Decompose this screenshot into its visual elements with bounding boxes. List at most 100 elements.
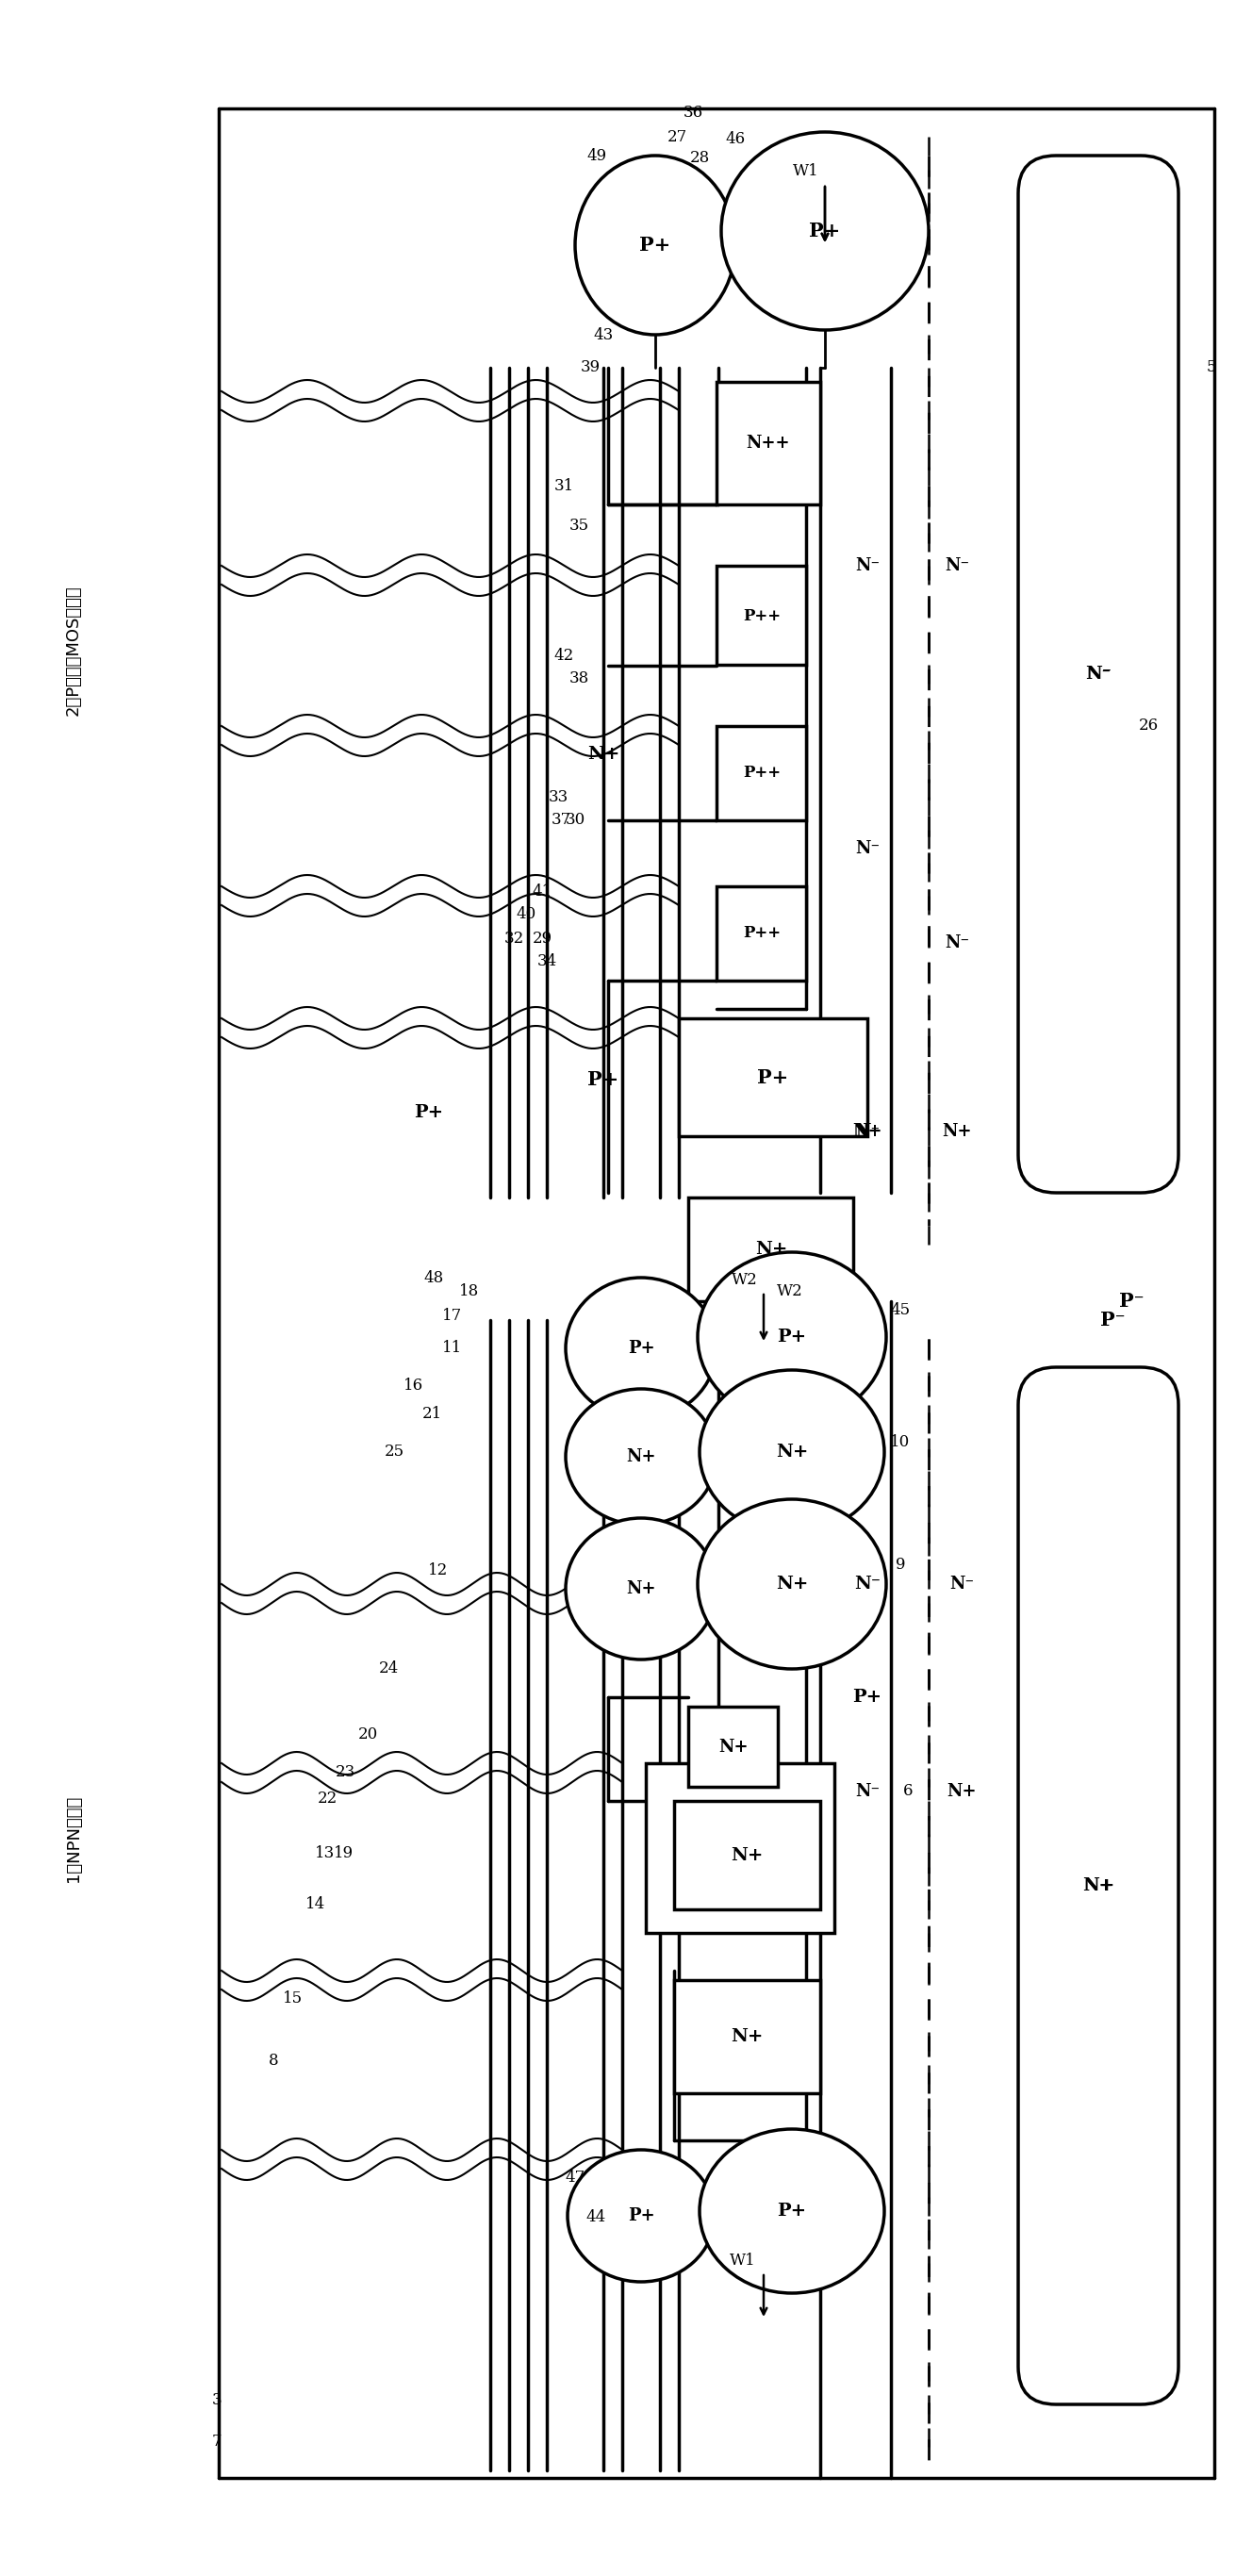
Ellipse shape: [697, 1252, 886, 1422]
Text: N⁻: N⁻: [1085, 665, 1112, 683]
Text: P++: P++: [742, 765, 781, 781]
Ellipse shape: [567, 2151, 715, 2282]
Text: 32: 32: [503, 930, 523, 945]
Text: 27: 27: [667, 129, 687, 144]
Text: N⁻: N⁻: [855, 556, 880, 574]
Text: N⁻: N⁻: [854, 1577, 880, 1592]
Text: 37: 37: [551, 811, 571, 829]
Text: N⁻: N⁻: [944, 556, 969, 574]
Text: P⁻: P⁻: [1101, 1311, 1126, 1329]
Text: 5: 5: [1207, 361, 1217, 376]
Text: N+: N+: [626, 1448, 656, 1466]
Text: 6: 6: [903, 1783, 913, 1801]
Text: P++: P++: [742, 608, 781, 623]
Text: N+: N+: [1083, 1878, 1113, 1893]
Bar: [679, 1018, 868, 1136]
Text: 26: 26: [1138, 719, 1158, 734]
Text: 28: 28: [690, 149, 710, 167]
Text: 36: 36: [684, 106, 702, 121]
Text: N⁻: N⁻: [855, 1123, 880, 1141]
Text: N⁻: N⁻: [949, 1577, 974, 1592]
Text: N+: N+: [947, 1783, 977, 1801]
Ellipse shape: [700, 2130, 884, 2293]
Text: 23: 23: [336, 1765, 356, 1780]
Bar: [716, 726, 806, 819]
Text: 11: 11: [442, 1340, 462, 1358]
Text: 45: 45: [890, 1303, 910, 1319]
Text: P+: P+: [627, 1340, 655, 1358]
Ellipse shape: [697, 1499, 886, 1669]
Text: W2: W2: [731, 1273, 757, 1288]
Bar: [674, 1801, 820, 1909]
Text: 8: 8: [268, 2053, 278, 2069]
Bar: [716, 567, 806, 665]
Text: 49: 49: [587, 147, 607, 165]
Text: P+: P+: [853, 1690, 881, 1705]
Text: 22: 22: [317, 1790, 337, 1808]
Text: 3: 3: [212, 2391, 222, 2409]
Text: N⁻: N⁻: [855, 1783, 880, 1801]
Text: 25: 25: [384, 1445, 404, 1461]
Text: N+: N+: [942, 1123, 972, 1141]
FancyBboxPatch shape: [1018, 155, 1178, 1193]
Text: N+: N+: [853, 1123, 883, 1141]
Text: P+: P+: [414, 1105, 443, 1121]
Text: 7: 7: [212, 2434, 222, 2450]
Bar: [689, 1198, 853, 1301]
Text: 38: 38: [568, 670, 588, 688]
Text: 44: 44: [586, 2210, 606, 2226]
Text: N+: N+: [755, 1242, 788, 1257]
Text: N+: N+: [776, 1443, 808, 1461]
Text: P+: P+: [757, 1069, 789, 1087]
Text: P+: P+: [587, 1069, 618, 1090]
Text: 14: 14: [305, 1896, 326, 1911]
Text: N⁻: N⁻: [944, 935, 969, 951]
Text: N+: N+: [1082, 1878, 1114, 1893]
Bar: [716, 381, 820, 505]
Bar: [689, 1708, 777, 1788]
Bar: [716, 886, 806, 981]
Text: N+: N+: [730, 1847, 762, 1865]
Text: N⁻: N⁻: [1085, 665, 1111, 683]
FancyBboxPatch shape: [1018, 1368, 1178, 2403]
Text: 30: 30: [565, 811, 585, 829]
Text: N+: N+: [776, 1577, 808, 1592]
Ellipse shape: [566, 1278, 716, 1419]
Text: W1: W1: [730, 2254, 756, 2269]
Text: N⁻: N⁻: [855, 840, 880, 858]
Ellipse shape: [566, 1517, 716, 1659]
Text: 43: 43: [593, 327, 613, 343]
Text: 21: 21: [422, 1406, 442, 1422]
Text: P+: P+: [777, 2202, 806, 2221]
Text: 18: 18: [459, 1283, 480, 1301]
Bar: [674, 1981, 820, 2094]
Text: 16: 16: [403, 1378, 423, 1394]
Text: 1：NPN晶体管: 1：NPN晶体管: [65, 1795, 83, 1883]
Text: P++: P++: [742, 925, 781, 940]
Text: 2：P沟道型MOS晶体管: 2：P沟道型MOS晶体管: [65, 585, 83, 716]
Text: 24: 24: [378, 1662, 398, 1677]
Text: 9: 9: [895, 1558, 905, 1574]
Text: 41: 41: [532, 884, 552, 899]
Text: N+: N+: [626, 1579, 656, 1597]
Ellipse shape: [721, 131, 929, 330]
Text: 13: 13: [316, 1844, 336, 1860]
Text: P+: P+: [777, 1329, 806, 1345]
Bar: [646, 1762, 834, 1932]
Text: P+: P+: [809, 222, 840, 240]
Text: 42: 42: [553, 647, 573, 665]
Text: 40: 40: [516, 907, 536, 922]
Text: 31: 31: [553, 477, 573, 495]
Ellipse shape: [566, 1388, 716, 1525]
Text: 47: 47: [565, 2169, 585, 2187]
Text: N+: N+: [587, 747, 620, 762]
Text: 20: 20: [358, 1726, 378, 1744]
Text: 33: 33: [548, 788, 568, 804]
Text: N+: N+: [719, 1739, 749, 1757]
Text: P+: P+: [640, 237, 671, 255]
Text: 19: 19: [334, 1844, 354, 1860]
Text: W1: W1: [793, 165, 819, 180]
Text: N+: N+: [730, 2027, 762, 2045]
Ellipse shape: [700, 1370, 884, 1535]
Text: P+: P+: [627, 2208, 655, 2223]
